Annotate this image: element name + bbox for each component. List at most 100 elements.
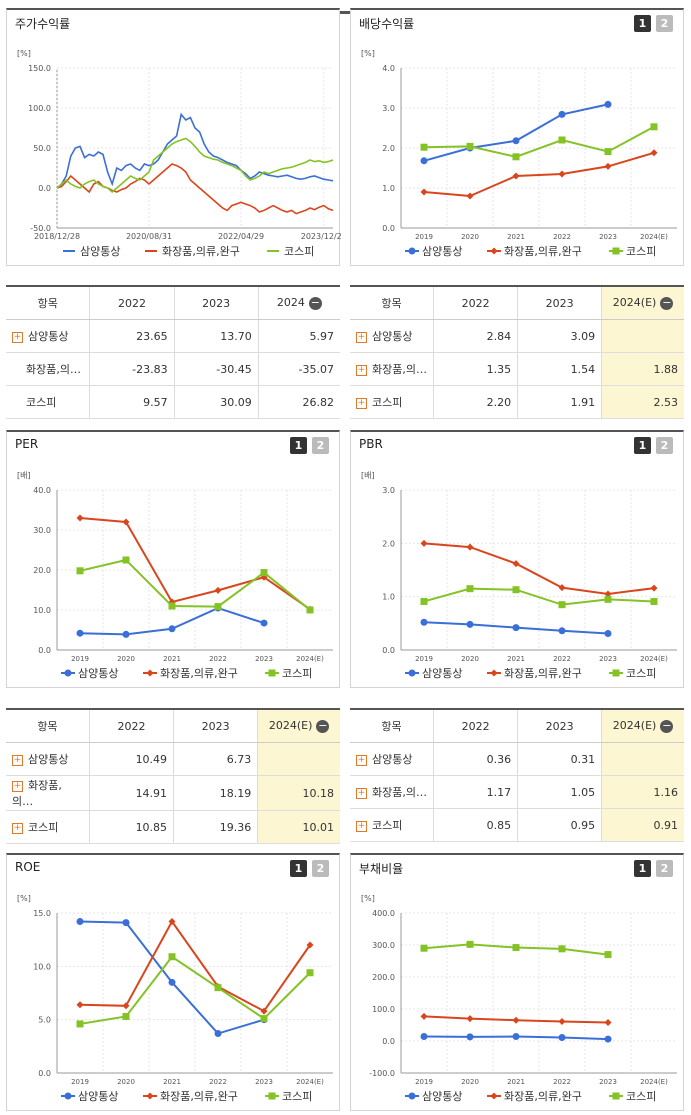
x-tick-label: 2024(E)	[640, 1078, 668, 1086]
collapse-icon[interactable]: −	[660, 718, 674, 733]
value-cell: 1.88	[601, 352, 684, 386]
data-point	[512, 944, 520, 952]
row-label-cell[interactable]: + 삼양통상	[6, 742, 90, 776]
collapse-icon[interactable]: −	[316, 718, 330, 733]
page-2-button[interactable]: 2	[656, 437, 673, 454]
series-line	[423, 151, 655, 198]
pbr-panel: PBR 1 2 [배] 3.0 2.0 1.0 0.0 2019 2020 2021 2022 2…	[350, 430, 684, 688]
row-label-cell[interactable]: + 삼양통상	[6, 319, 90, 353]
legend-marker	[612, 1092, 620, 1100]
page-2-button[interactable]: 2	[312, 860, 329, 877]
data-point	[76, 629, 84, 637]
data-point	[558, 627, 566, 635]
row-label-cell[interactable]: + 화장품,의…	[350, 352, 434, 386]
x-tick-label: 2022	[553, 233, 571, 241]
expand-icon[interactable]: +	[12, 331, 23, 343]
series-line	[79, 955, 311, 1025]
data-point	[512, 586, 520, 594]
value-cell: 9.57	[89, 385, 175, 419]
value-cell: 10.49	[88, 742, 174, 776]
dividend-yield-chart: [%] 4.0 3.0 2.0 1.0 0.0 2019 2020 2021 2022 2023 20…	[361, 49, 677, 258]
collapse-icon[interactable]: −	[660, 295, 674, 310]
y-tick-label: 0.0	[382, 224, 395, 233]
page-2-button[interactable]: 2	[312, 437, 329, 454]
data-point	[420, 539, 428, 547]
column-header: 2024−	[257, 286, 340, 320]
collapse-icon[interactable]: −	[308, 295, 322, 310]
x-tick-label: 2023	[599, 1078, 617, 1086]
x-tick-label: 2020/08/31	[126, 232, 172, 241]
row-label: 삼양통상	[28, 330, 69, 343]
x-tick-label: 2023/12/28	[301, 232, 341, 241]
y-tick-label: 300.0	[372, 941, 395, 950]
page-1-button[interactable]: 1	[290, 860, 307, 877]
data-point	[466, 192, 474, 200]
data-point	[604, 162, 612, 170]
y-tick-label: 3.0	[382, 104, 395, 113]
legend-label: 코스피	[626, 667, 656, 680]
row-label-cell[interactable]: + 화장품,의…	[6, 775, 90, 811]
page-1-button[interactable]: 1	[634, 437, 651, 454]
per-table: 항목 2022 2023 2024(E) − + 삼양통상 10.49 6.73 + 화장품,의… 1…	[6, 708, 340, 844]
data-point	[604, 148, 612, 156]
legend-marker	[408, 1092, 416, 1100]
value-cell: 2.84	[433, 319, 518, 353]
row-label-cell[interactable]: + 코스피	[6, 810, 90, 844]
panel-title: PBR	[359, 437, 383, 451]
row-label: 화장품,의…	[26, 363, 81, 376]
legend-marker	[490, 669, 498, 677]
expand-icon[interactable]: +	[356, 331, 367, 343]
row-label-cell[interactable]: + 삼양통상	[350, 319, 434, 353]
y-unit-label: [%]	[17, 49, 31, 58]
x-tick-label: 2024(E)	[640, 655, 668, 663]
column-header: 항목	[350, 286, 434, 320]
row-label-cell[interactable]: + 화장품,의…	[350, 775, 434, 809]
x-tick-label: 2022	[553, 1078, 571, 1086]
legend-label: 삼양통상	[80, 245, 120, 258]
expand-icon[interactable]: +	[12, 822, 23, 834]
expand-icon[interactable]: +	[356, 820, 367, 832]
row-label-cell[interactable]: + 삼양통상	[350, 742, 434, 776]
expand-icon[interactable]: +	[356, 397, 367, 409]
column-header-label: 2023	[545, 296, 574, 310]
data-point	[558, 136, 566, 144]
x-tick-label: 2021	[163, 655, 181, 663]
expand-icon[interactable]: +	[12, 780, 23, 792]
y-tick-label: 0.0	[38, 646, 51, 655]
expand-icon[interactable]: +	[356, 787, 367, 799]
x-tick-label: 2020	[461, 233, 479, 241]
expand-icon[interactable]: +	[12, 754, 23, 766]
data-point	[604, 951, 612, 959]
data-point	[604, 100, 612, 108]
legend-marker	[268, 669, 276, 677]
y-tick-label: 0.0	[38, 1069, 51, 1078]
value-cell: 0.95	[517, 808, 602, 842]
x-tick-label: 2024(E)	[640, 233, 668, 241]
y-tick-label: 3.0	[382, 486, 395, 495]
column-header: 2024(E) −	[601, 709, 684, 743]
data-point	[512, 1033, 520, 1041]
column-header: 2023	[517, 709, 602, 743]
column-header-label: 항목	[37, 297, 58, 310]
row-label-cell[interactable]: + 코스피	[350, 808, 434, 842]
table-row: + 삼양통상 2.84 3.09	[350, 319, 684, 353]
data-point	[604, 595, 612, 603]
page-1-button[interactable]: 1	[634, 860, 651, 877]
row-label-cell[interactable]: + 코스피	[350, 385, 434, 419]
value-cell: 0.85	[433, 808, 518, 842]
x-tick-label: 2023	[255, 1078, 273, 1086]
legend-label: 삼양통상	[78, 667, 118, 680]
column-header-label: 항목	[381, 297, 402, 310]
expand-icon[interactable]: +	[356, 754, 367, 766]
table-row: + 삼양통상 10.49 6.73	[6, 742, 340, 776]
page-2-button[interactable]: 2	[656, 15, 673, 32]
legend-marker	[146, 669, 154, 677]
expand-icon[interactable]: +	[356, 364, 367, 376]
page-2-button[interactable]: 2	[656, 860, 673, 877]
x-tick-label: 2019	[415, 655, 433, 663]
y-tick-label: -100.0	[369, 1069, 395, 1078]
page-1-button[interactable]: 1	[634, 15, 651, 32]
value-cell: 13.70	[173, 319, 259, 353]
page-1-button[interactable]: 1	[290, 437, 307, 454]
pbr-chart: [배] 3.0 2.0 1.0 0.0 2019 2020 2021 2022 2023 2024(…	[361, 471, 677, 680]
